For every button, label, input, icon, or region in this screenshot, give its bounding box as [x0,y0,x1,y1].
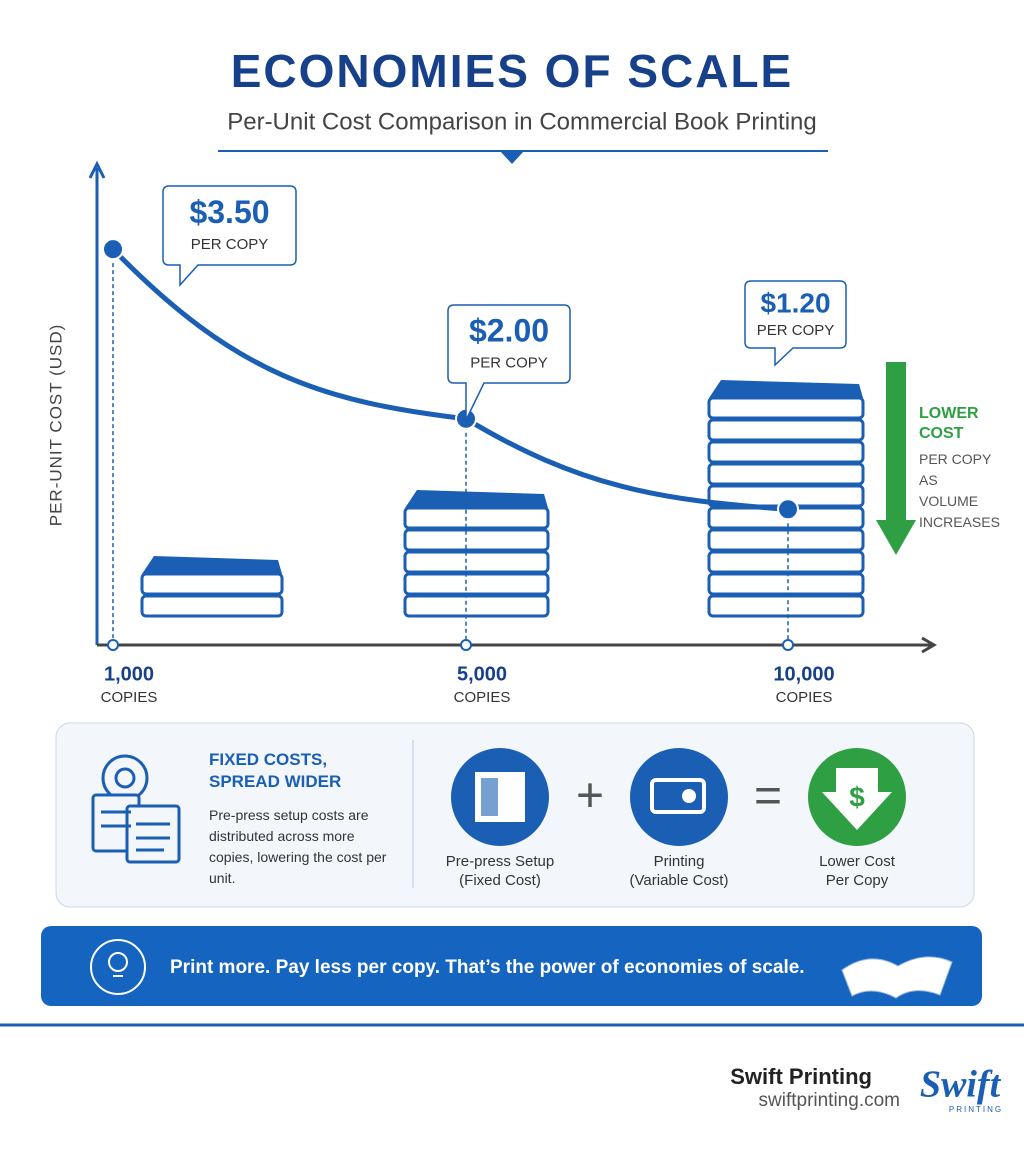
fixed-cost-icon [91,754,181,864]
book [140,572,284,596]
prepress-icon-col [481,778,498,816]
equation-sub: (Variable Cost) [629,872,729,889]
banner-text: Print more. Pay less per copy. That’s th… [170,957,805,978]
value-label: $3.50 [189,194,269,230]
book [707,528,865,552]
banner [41,926,982,1006]
book [707,594,865,618]
value-unit: PER COPY [191,236,269,253]
open-book [841,956,953,999]
dollar-sign: $ [849,781,865,812]
printing-icon-body [650,778,706,814]
callout [744,280,847,367]
book [707,440,865,464]
x-unit-label: COPIES [101,689,158,706]
equals-sign: = [754,770,782,823]
plus-sign: + [576,770,604,823]
y-axis-arrow [88,160,106,179]
y-axis-label: PER-UNIT COST (USD) [46,324,65,527]
equation-label: Pre-press Setup [445,853,555,870]
book [403,506,550,530]
logo-sub: PRINTING [949,1105,1003,1114]
equation-sub: Per Copy [825,872,889,889]
printing-icon-roller [682,789,696,803]
x-axis-arrow [921,636,937,654]
book [707,462,865,486]
equation-label: Lower Cost [819,853,895,870]
printing-icon [630,748,728,846]
value-unit: PER COPY [470,354,548,371]
bulb-ring [90,939,146,995]
book [403,572,550,596]
axis-point [782,639,794,651]
x-unit-label: COPIES [454,689,511,706]
data-point [102,238,124,261]
url: swiftprinting.com [759,1090,901,1111]
equation-label: Printing [653,853,705,870]
brand: Swift Printing [730,1064,872,1089]
x-tick-label: 5,000 [457,663,507,685]
data-point [777,498,799,521]
book-cover [142,556,282,574]
book [403,594,550,618]
book [403,550,550,574]
logo: Swift [920,1064,1002,1106]
book [403,528,550,552]
book-cover [709,380,863,398]
fixed-costs-title: FIXED COSTS, SPREAD WIDER [209,750,342,791]
callout [447,304,571,421]
lower-arrow [886,362,906,522]
book [707,396,865,420]
book [707,572,865,596]
book [707,550,865,574]
chart-subtitle: Per-Unit Cost Comparison in Commercial B… [227,108,817,135]
divider-pointer [500,151,524,164]
book [707,418,865,442]
x-tick-label: 10,000 [773,663,834,685]
fixed-costs-text: Pre-press setup costs are distributed ac… [209,807,387,886]
axis-point [107,639,119,651]
value-label: $1.20 [760,288,830,319]
x-tick-label: 1,000 [104,663,154,685]
axis-point [460,639,472,651]
chart-title: ECONOMIES OF SCALE [231,45,793,97]
lower-cost-arrow [822,768,892,830]
equation-sub: (Fixed Cost) [459,872,541,889]
callout [162,185,297,287]
lower-arrow-head [876,520,916,555]
annotation-title: LOWER COST [919,405,979,442]
book [140,594,284,618]
annotation-text: PER COPY AS VOLUME INCREASES [919,451,1000,530]
x-unit-label: COPIES [776,689,833,706]
book-cover [405,490,548,508]
value-unit: PER COPY [757,322,835,339]
value-label: $2.00 [469,313,549,349]
book-stacks [140,380,865,618]
bulb [108,952,128,972]
